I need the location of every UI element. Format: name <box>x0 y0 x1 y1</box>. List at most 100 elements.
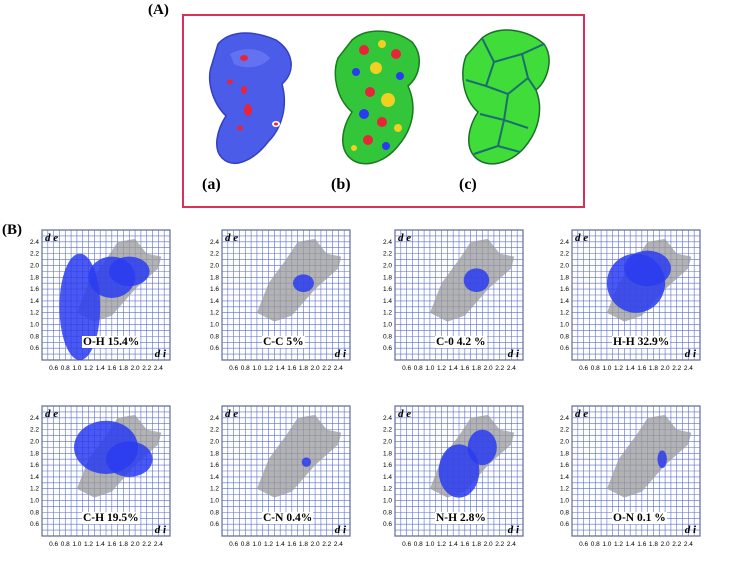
shape-index-surface <box>334 30 420 165</box>
contact-highlight <box>624 250 671 287</box>
x-tick-label: 0.8 <box>241 541 250 548</box>
x-tick-label: 2.0 <box>484 541 493 548</box>
y-tick-label: 2.2 <box>210 251 219 258</box>
y-tick-label: 1.4 <box>210 474 219 481</box>
x-tick-label: 2.2 <box>672 541 681 548</box>
fingerprint-plot-h-h: 0.6 0.8 1.0 1.2 1.4 1.6 1.8 2.0 2.2 2.4 0.6 0.8 1.0 1… <box>542 216 707 379</box>
x-tick-label: 1.4 <box>626 541 635 548</box>
x-tick-label: 1.6 <box>637 541 646 548</box>
x-tick-label: 2.2 <box>322 541 331 548</box>
x-tick-label: 1.2 <box>437 541 446 548</box>
y-tick-label: 2.2 <box>560 251 569 258</box>
fingerprint-plot-o-n: 0.6 0.8 1.0 1.2 1.4 1.6 1.8 2.0 2.2 2.4 0.6 0.8 1.0 1… <box>542 392 707 555</box>
y-tick-label: 0.6 <box>560 521 569 528</box>
x-tick-label: 1.2 <box>84 365 93 372</box>
y-tick-label: 0.8 <box>30 333 39 340</box>
x-tick-label: 2.0 <box>661 541 670 548</box>
y-tick-label: 1.0 <box>383 498 392 505</box>
fingerprint-plot-n-h: 0.6 0.8 1.0 1.2 1.4 1.6 1.8 2.0 2.2 2.4 0.6 0.8 1.0 1… <box>365 392 530 555</box>
x-tick-label: 2.4 <box>684 365 693 372</box>
y-tick-label: 1.2 <box>383 486 392 493</box>
x-tick-label: 0.6 <box>579 365 588 372</box>
di-axis-label: d i <box>508 524 520 536</box>
x-tick-label: 1.0 <box>72 541 81 548</box>
contact-highlight <box>657 450 667 469</box>
contact-highlight <box>438 444 480 498</box>
y-tick-label: 2.2 <box>210 427 219 434</box>
y-tick-label: 1.4 <box>383 298 392 305</box>
di-axis-label: d i <box>685 348 697 360</box>
x-tick-label: 1.8 <box>472 365 481 372</box>
x-tick-label: 0.6 <box>229 541 238 548</box>
y-tick-label: 2.2 <box>383 427 392 434</box>
y-tick-label: 1.0 <box>30 322 39 329</box>
y-tick-label: 1.0 <box>560 322 569 329</box>
fingerprint-plot-svg: 0.6 0.8 1.0 1.2 1.4 1.6 1.8 2.0 2.2 2.40.60.81.01… <box>210 229 351 372</box>
y-tick-label: 1.4 <box>560 474 569 481</box>
de-axis-label: d e <box>398 408 411 420</box>
panel-b-label: (B) <box>2 222 22 238</box>
y-tick-label: 1.6 <box>383 462 392 469</box>
x-tick-label: 0.8 <box>591 541 600 548</box>
de-axis-label: d e <box>225 232 238 244</box>
y-tick-label: 2.0 <box>210 438 219 445</box>
y-tick-label: 1.8 <box>560 450 569 457</box>
x-tick-label: 2.0 <box>131 365 140 372</box>
y-tick-label: 1.8 <box>560 274 569 281</box>
fingerprint-contact-label: C-N 0.4% <box>262 512 314 524</box>
y-tick-label: 1.8 <box>30 274 39 281</box>
y-tick-label: 2.4 <box>210 415 219 422</box>
fingerprint-contact-label: O-N 0.1 % <box>612 512 667 524</box>
x-tick-label: 2.4 <box>154 541 163 548</box>
x-tick-label: 0.6 <box>229 365 238 372</box>
x-tick-label: 1.8 <box>472 541 481 548</box>
fingerprint-contact-label: C-0 4.2 % <box>435 336 487 348</box>
di-axis-label: d i <box>335 524 347 536</box>
x-tick-label: 0.6 <box>402 365 411 372</box>
x-tick-label: 2.0 <box>661 365 670 372</box>
contact-highlight <box>463 268 490 293</box>
surface-a-label: (a) <box>202 176 221 193</box>
x-tick-label: 2.0 <box>484 365 493 372</box>
x-tick-label: 2.4 <box>507 541 516 548</box>
y-tick-label: 1.6 <box>30 462 39 469</box>
de-axis-label: d e <box>398 232 411 244</box>
x-tick-label: 0.6 <box>579 541 588 548</box>
y-tick-label: 1.6 <box>210 462 219 469</box>
y-tick-label: 1.6 <box>210 286 219 293</box>
x-tick-label: 1.0 <box>425 365 434 372</box>
y-tick-label: 1.2 <box>383 310 392 317</box>
y-tick-label: 1.0 <box>210 322 219 329</box>
y-tick-label: 0.6 <box>210 345 219 352</box>
x-tick-label: 1.6 <box>460 365 469 372</box>
y-tick-label: 0.8 <box>560 333 569 340</box>
de-axis-label: d e <box>575 232 588 244</box>
y-tick-label: 1.0 <box>30 498 39 505</box>
x-tick-label: 1.2 <box>614 541 623 548</box>
x-tick-label: 1.8 <box>299 365 308 372</box>
fingerprint-contact-label: C-C 5% <box>262 336 305 348</box>
x-tick-label: 1.6 <box>107 365 116 372</box>
x-tick-label: 0.8 <box>241 365 250 372</box>
y-tick-label: 0.8 <box>210 333 219 340</box>
y-tick-label: 2.0 <box>30 262 39 269</box>
x-tick-label: 1.6 <box>637 365 646 372</box>
x-tick-label: 1.4 <box>276 365 285 372</box>
y-tick-label: 2.4 <box>30 239 39 246</box>
x-tick-label: 2.2 <box>495 541 504 548</box>
x-tick-label: 2.0 <box>311 365 320 372</box>
fingerprint-contact-label: C-H 19.5% <box>82 512 140 524</box>
x-tick-label: 1.0 <box>72 365 81 372</box>
y-tick-label: 1.2 <box>560 310 569 317</box>
y-tick-label: 0.6 <box>210 521 219 528</box>
y-tick-label: 2.2 <box>30 251 39 258</box>
x-tick-label: 2.2 <box>142 365 151 372</box>
y-tick-label: 0.8 <box>560 509 569 516</box>
y-tick-label: 1.8 <box>383 450 392 457</box>
x-tick-label: 0.8 <box>414 541 423 548</box>
x-tick-label: 0.8 <box>61 541 70 548</box>
x-tick-label: 1.0 <box>252 541 261 548</box>
y-tick-label: 2.0 <box>560 438 569 445</box>
x-tick-label: 1.0 <box>602 365 611 372</box>
x-tick-label: 1.4 <box>449 541 458 548</box>
